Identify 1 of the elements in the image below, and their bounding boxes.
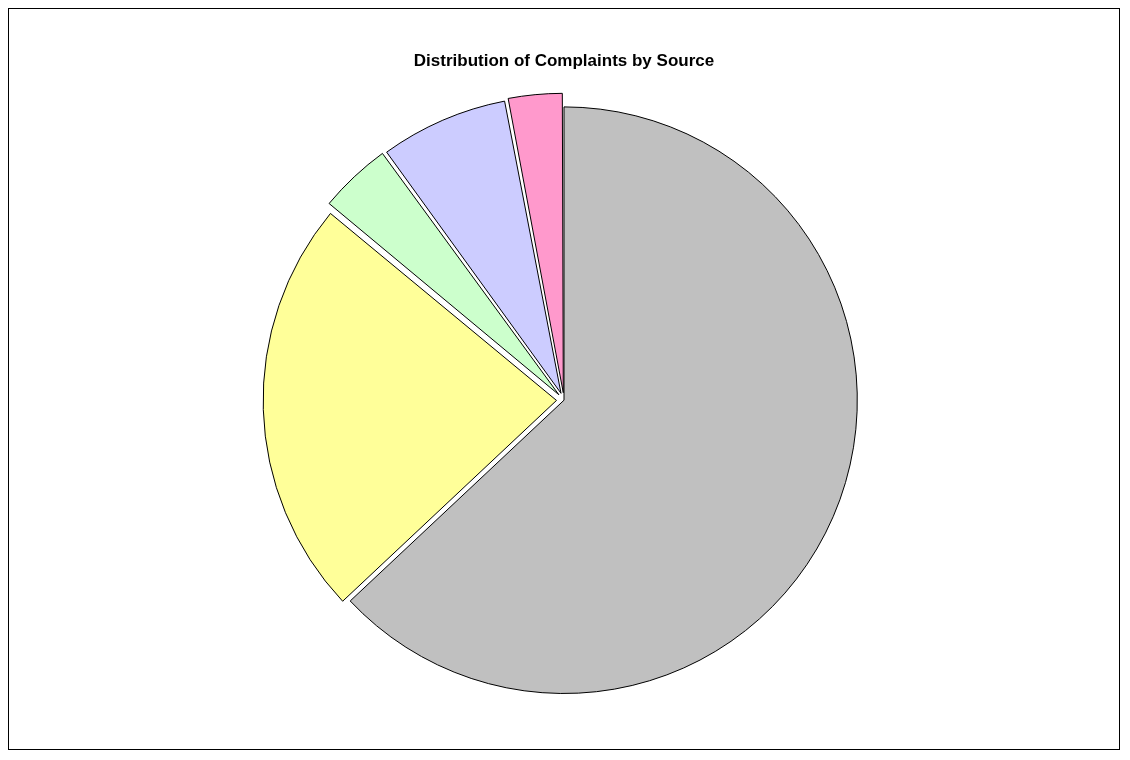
chart-title: Distribution of Complaints by Source	[413, 50, 715, 70]
